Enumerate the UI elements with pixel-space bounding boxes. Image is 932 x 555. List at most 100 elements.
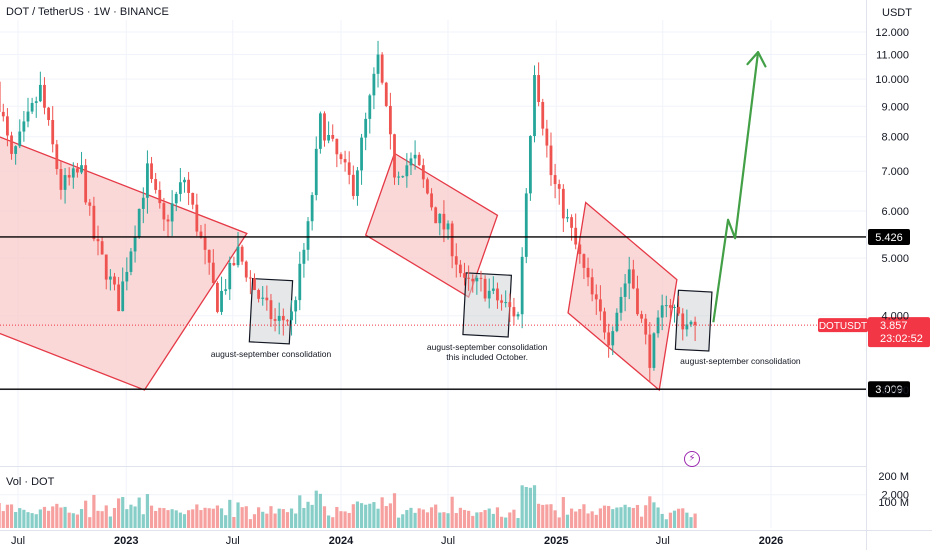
candle-body — [117, 284, 120, 312]
symbol-title[interactable]: DOT / TetherUS · 1W · BINANCE — [6, 6, 169, 18]
volume-bar — [578, 509, 582, 528]
candle-body — [512, 307, 516, 317]
volume-bar — [137, 497, 141, 528]
candle-body — [265, 297, 269, 301]
volume-bar — [644, 505, 648, 528]
candle-body — [364, 118, 368, 138]
candle-body — [393, 134, 396, 178]
candle-body — [88, 202, 92, 206]
volume-bar — [166, 510, 170, 528]
candle-body — [574, 227, 578, 245]
candle-body — [388, 105, 392, 135]
candle-body — [343, 159, 347, 163]
candle-body — [471, 278, 475, 282]
candle-body — [603, 311, 606, 333]
x-tick-label: 2024 — [329, 535, 354, 547]
volume-bar — [421, 509, 425, 528]
volume-bar — [483, 510, 487, 528]
y-tick-label: 11.000 — [876, 49, 909, 61]
volume-bar — [273, 513, 277, 528]
price-tag-countdown: 23:02:52 — [880, 333, 923, 345]
candle-body — [96, 239, 100, 242]
candle-body — [504, 302, 508, 304]
candle-body — [442, 213, 446, 230]
y-tick-label: 5.000 — [881, 253, 909, 265]
candle-body — [356, 170, 359, 196]
forecast-arrow-head — [746, 51, 760, 66]
volume-bar — [129, 504, 133, 528]
volume-bar — [475, 512, 479, 528]
volume-bar — [458, 507, 462, 528]
candle-body — [294, 300, 298, 312]
volume-bar — [368, 503, 372, 528]
volume-bar — [26, 512, 30, 528]
candle-body — [463, 273, 466, 278]
candle-body — [561, 188, 565, 219]
volume-bar — [88, 517, 92, 528]
candle-body — [533, 75, 536, 137]
candle-body — [273, 319, 277, 321]
volume-bar — [594, 514, 598, 528]
volume-bar — [660, 513, 664, 528]
volume-bar — [149, 505, 154, 528]
volume-bar — [51, 506, 55, 528]
candle-body — [51, 120, 55, 145]
channel-layer — [0, 136, 678, 392]
candle-body — [150, 163, 153, 180]
volume-bar — [182, 514, 187, 528]
y-tick-label: 6.000 — [881, 206, 909, 218]
volume-bar — [689, 517, 693, 528]
symbol-tag-bg — [818, 318, 868, 333]
x-tick-label: Jul — [226, 535, 240, 547]
candle-body — [669, 305, 672, 308]
volume-bar — [574, 511, 578, 528]
candle-body — [203, 237, 207, 250]
volume-bar — [635, 504, 640, 528]
candle-body — [483, 278, 487, 299]
volume-bar — [331, 517, 335, 528]
volume-bar — [565, 514, 570, 528]
candle-body — [228, 263, 232, 290]
candle-body — [302, 249, 306, 264]
volume-bar — [656, 507, 660, 528]
candle-body — [286, 320, 289, 322]
candle-body — [631, 269, 635, 289]
volume-bar — [627, 507, 631, 528]
volume-bar — [388, 503, 392, 528]
volume-bar — [504, 517, 508, 528]
candle-body — [660, 305, 664, 318]
volume-label[interactable]: Vol · DOT — [6, 476, 55, 488]
candle-body — [664, 305, 668, 307]
candle-body — [475, 277, 479, 282]
volume-bar — [294, 513, 298, 528]
volume-bar — [364, 504, 368, 528]
candle-body — [376, 54, 380, 74]
candle-body — [479, 277, 483, 279]
lightning-icon[interactable]: ⚡ — [684, 451, 700, 467]
symbol-tag-label: DOTUSDT — [819, 321, 867, 332]
volume-bar — [92, 494, 96, 528]
volume-bar — [34, 514, 38, 528]
volume-bar — [191, 509, 195, 528]
volume-bar — [158, 507, 162, 528]
volume-bar — [125, 509, 129, 528]
volume-bar — [174, 510, 178, 528]
candle-body — [553, 175, 557, 185]
x-tick-label: Jul — [656, 535, 670, 547]
candle-body — [438, 213, 442, 224]
volume-bar — [454, 513, 458, 528]
candle-body — [166, 219, 170, 222]
volume-bar — [672, 510, 677, 528]
candle-body — [133, 237, 137, 252]
volume-bar — [322, 506, 327, 528]
volume-bar — [639, 516, 644, 528]
candle-body — [59, 168, 63, 190]
volume-bar — [607, 505, 611, 528]
candle-body — [458, 264, 462, 274]
consolidation-box — [462, 272, 513, 338]
candle-body — [487, 290, 491, 299]
candle-body — [22, 121, 26, 132]
candle-body — [327, 134, 331, 141]
